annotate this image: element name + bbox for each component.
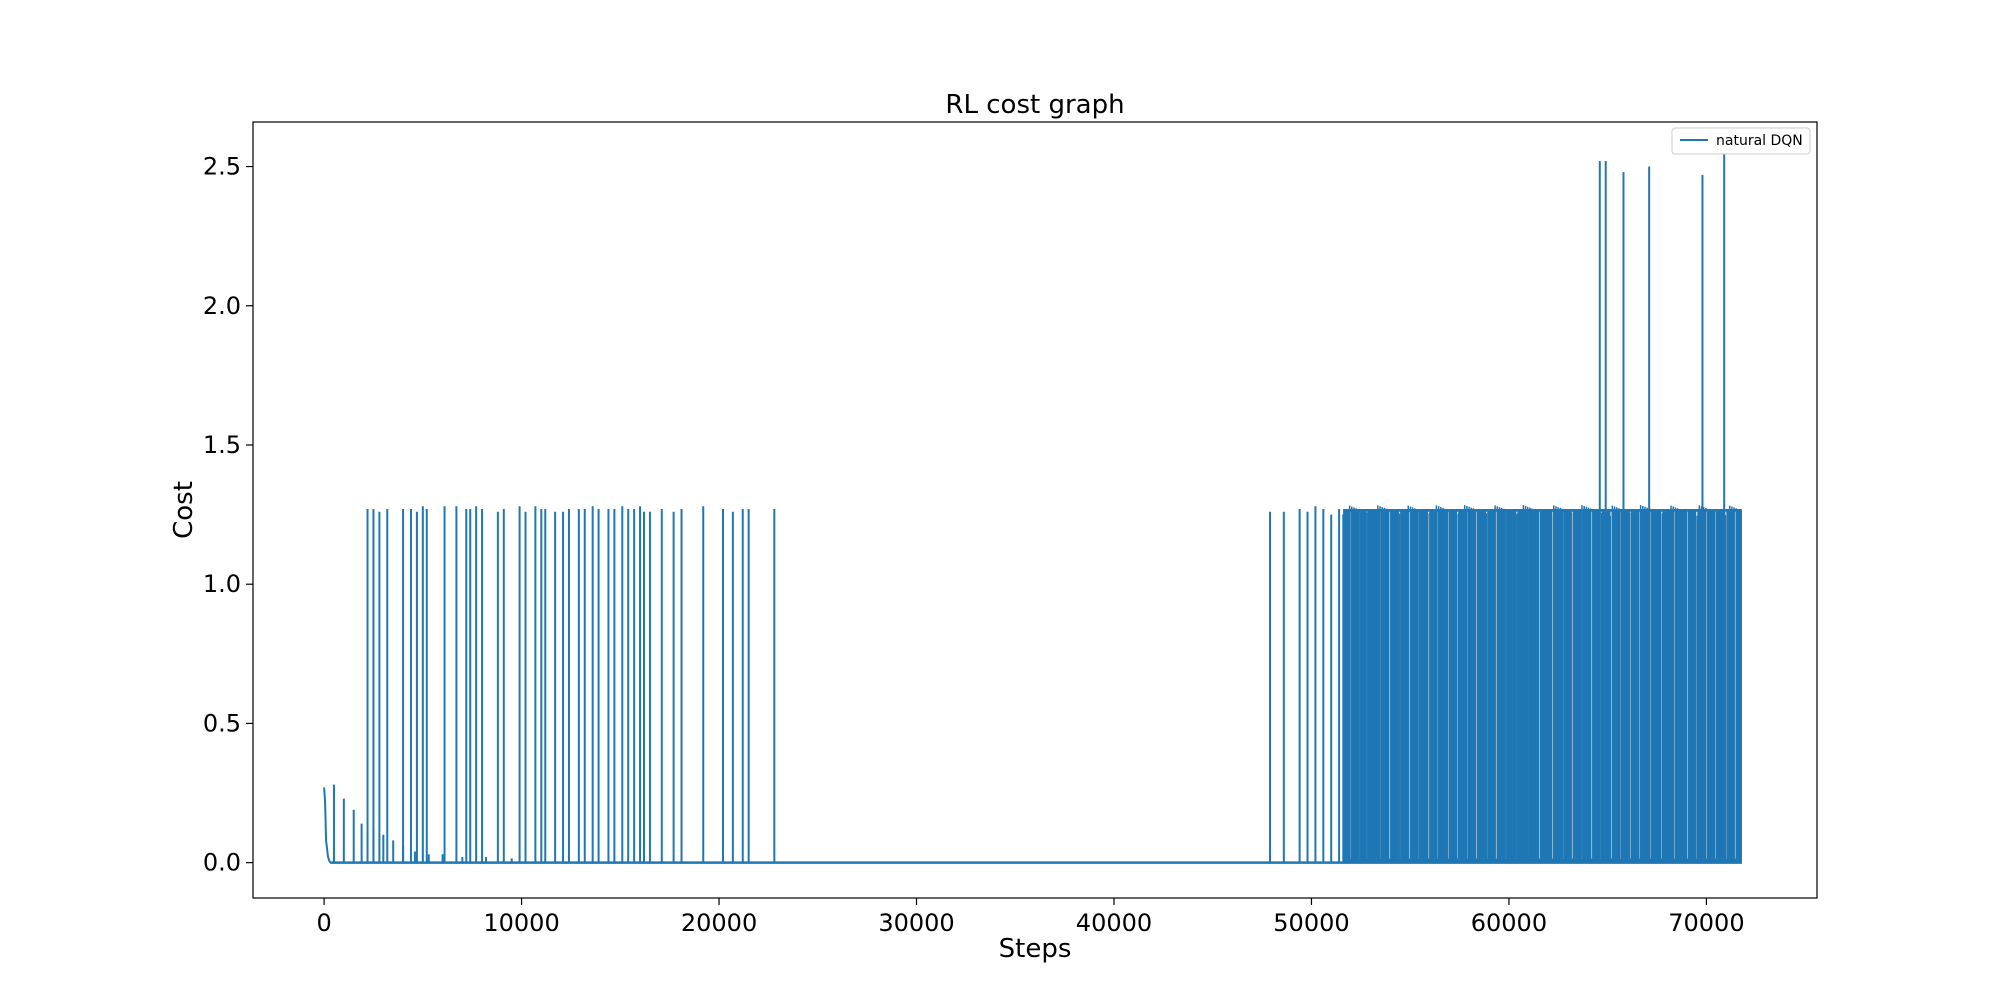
legend-box xyxy=(1671,127,1811,155)
x-tick-label: 70000 xyxy=(1668,909,1744,937)
chart-title: RL cost graph xyxy=(945,90,1124,120)
x-tick-label: 20000 xyxy=(681,909,757,937)
plot-frame xyxy=(252,121,1818,899)
x-tick-label: 0 xyxy=(316,909,331,937)
x-tick-label: 30000 xyxy=(878,909,954,937)
y-tick-label: 1.5 xyxy=(203,431,241,459)
y-tick-label: 0.0 xyxy=(203,849,241,877)
y-tick-label: 0.5 xyxy=(203,709,241,737)
y-axis: 0.0 0.5 1.0 1.5 2.0 2.5 xyxy=(203,153,253,877)
series-natural-dqn xyxy=(323,152,1742,864)
y-tick-label: 2.0 xyxy=(203,292,241,320)
x-tick-label: 50000 xyxy=(1273,909,1349,937)
x-axis: 0 10000 20000 30000 40000 50000 60000 70000 xyxy=(316,898,1745,937)
x-tick-label: 10000 xyxy=(483,909,559,937)
series-early-decay xyxy=(323,787,331,863)
x-tick-label: 60000 xyxy=(1471,909,1547,937)
y-axis-label: Cost xyxy=(169,481,199,539)
legend: natural DQN xyxy=(1671,127,1811,155)
x-tick-label: 40000 xyxy=(1076,909,1152,937)
legend-label: natural DQN xyxy=(1716,133,1803,149)
y-tick-label: 1.0 xyxy=(203,570,241,598)
y-tick-label: 2.5 xyxy=(203,153,241,181)
x-axis-label: Steps xyxy=(999,934,1072,964)
